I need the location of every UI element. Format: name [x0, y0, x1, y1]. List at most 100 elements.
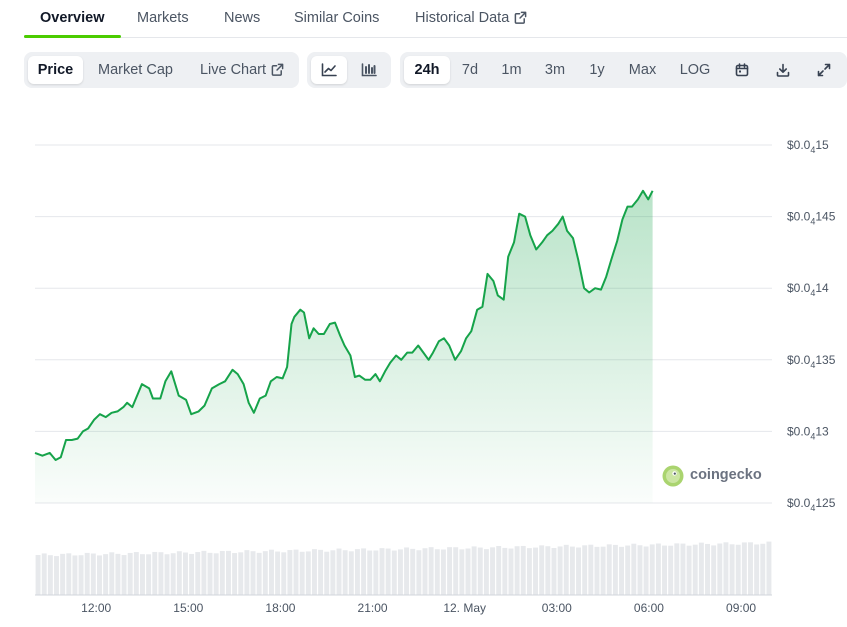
volume-bar [72, 555, 78, 595]
volume-bar [735, 544, 741, 595]
volume-bar [741, 542, 747, 595]
range-1y-button[interactable]: 1y [589, 62, 605, 78]
volume-bar [97, 555, 102, 595]
volume-bar [103, 554, 109, 595]
x-tick-label: 12:00 [81, 601, 111, 615]
calendar-icon [735, 63, 749, 77]
volume-bar [600, 546, 606, 595]
market-cap-button[interactable]: Market Cap [98, 62, 173, 78]
volume-bar [545, 546, 551, 595]
volume-bar [569, 546, 575, 595]
volume-bar [60, 553, 66, 595]
volume-bar [662, 545, 667, 595]
tab-historical-data[interactable]: Historical Data [415, 10, 527, 28]
active-tab-indicator [24, 35, 121, 38]
y-tick-label: $0.04145 [787, 210, 836, 227]
volume-bar [256, 552, 262, 595]
volume-bar [238, 552, 244, 595]
download-icon [776, 63, 790, 77]
volume-bar [416, 550, 422, 595]
tab-markets[interactable]: Markets [137, 10, 189, 26]
fullscreen-button[interactable] [806, 56, 842, 84]
volume-bar [250, 551, 256, 595]
x-tick-label: 03:00 [542, 601, 572, 615]
candlestick-chart-button[interactable] [351, 56, 387, 84]
volume-bar [760, 543, 766, 595]
volume-bar [311, 549, 317, 595]
volume-bar [477, 547, 483, 595]
tab-news[interactable]: News [224, 10, 261, 26]
volume-bar [336, 548, 342, 595]
external-link-icon [271, 58, 284, 86]
volume-bar [428, 547, 434, 595]
volume-bar [281, 552, 287, 595]
range-max-button[interactable]: Max [628, 62, 657, 78]
volume-bar [262, 551, 268, 595]
live-chart-button[interactable]: Live Chart [190, 56, 294, 84]
volume-bar [404, 547, 410, 595]
volume-bar [576, 547, 582, 595]
volume-bar [207, 552, 213, 595]
volume-bar [373, 550, 379, 595]
volume-bar [465, 548, 471, 595]
volume-bar [183, 552, 188, 595]
x-tick-label: 15:00 [173, 601, 203, 615]
volume-bar [692, 544, 698, 595]
volume-bar [563, 544, 569, 595]
volume-bar [115, 553, 121, 595]
volume-bar [385, 548, 391, 595]
x-tick-label: 09:00 [726, 601, 756, 615]
y-tick-label: $0.04125 [787, 496, 836, 513]
range-24h-button[interactable]: 24h [404, 56, 450, 84]
volume-bar [127, 552, 133, 595]
volume-bar [164, 554, 170, 595]
volume-bar [275, 551, 281, 595]
volume-bar [649, 544, 655, 595]
volume-bar [361, 548, 367, 595]
tab-similar-coins[interactable]: Similar Coins [294, 10, 380, 26]
volume-bar [152, 551, 158, 595]
download-button[interactable] [765, 56, 801, 84]
volume-bar [379, 548, 385, 595]
external-link-icon [514, 11, 527, 28]
volume-bar [213, 553, 219, 595]
range-3m-button[interactable]: 3m [544, 62, 566, 78]
volume-bars [35, 541, 772, 596]
log-scale-button[interactable]: LOG [679, 62, 711, 78]
tab-overview[interactable]: Overview [40, 10, 105, 26]
volume-bar [293, 549, 299, 595]
volume-bar [225, 550, 231, 595]
volume-bar [643, 546, 649, 595]
volume-bar [754, 544, 760, 595]
volume-bar [625, 545, 631, 595]
volume-bar [637, 545, 643, 595]
volume-bar [674, 543, 680, 595]
volume-bar [459, 549, 465, 595]
volume-bar [655, 543, 661, 595]
volume-bar [606, 544, 612, 595]
volume-bar [588, 544, 594, 595]
volume-bar [348, 551, 354, 595]
range-7d-button[interactable]: 7d [461, 62, 479, 78]
price-button[interactable]: Price [28, 56, 83, 84]
calendar-button[interactable] [724, 56, 760, 84]
y-tick-label: $0.0413 [787, 424, 829, 441]
volume-bar [318, 549, 324, 595]
volume-bar [490, 547, 496, 595]
volume-bar [539, 545, 545, 595]
x-tick-label: 12. May [443, 601, 486, 615]
price-area-fill [35, 190, 653, 504]
y-tick-label: $0.0414 [787, 281, 829, 298]
volume-bar [299, 551, 305, 595]
volume-bar [189, 553, 195, 595]
line-chart-button[interactable] [311, 56, 347, 84]
volume-bar [434, 549, 440, 595]
volume-bar [594, 546, 600, 595]
range-1m-button[interactable]: 1m [501, 62, 522, 78]
price-line [34, 189, 654, 461]
volume-bar [422, 548, 428, 595]
volume-bar [526, 548, 532, 595]
volume-bar [287, 550, 293, 595]
volume-bar [514, 546, 520, 595]
